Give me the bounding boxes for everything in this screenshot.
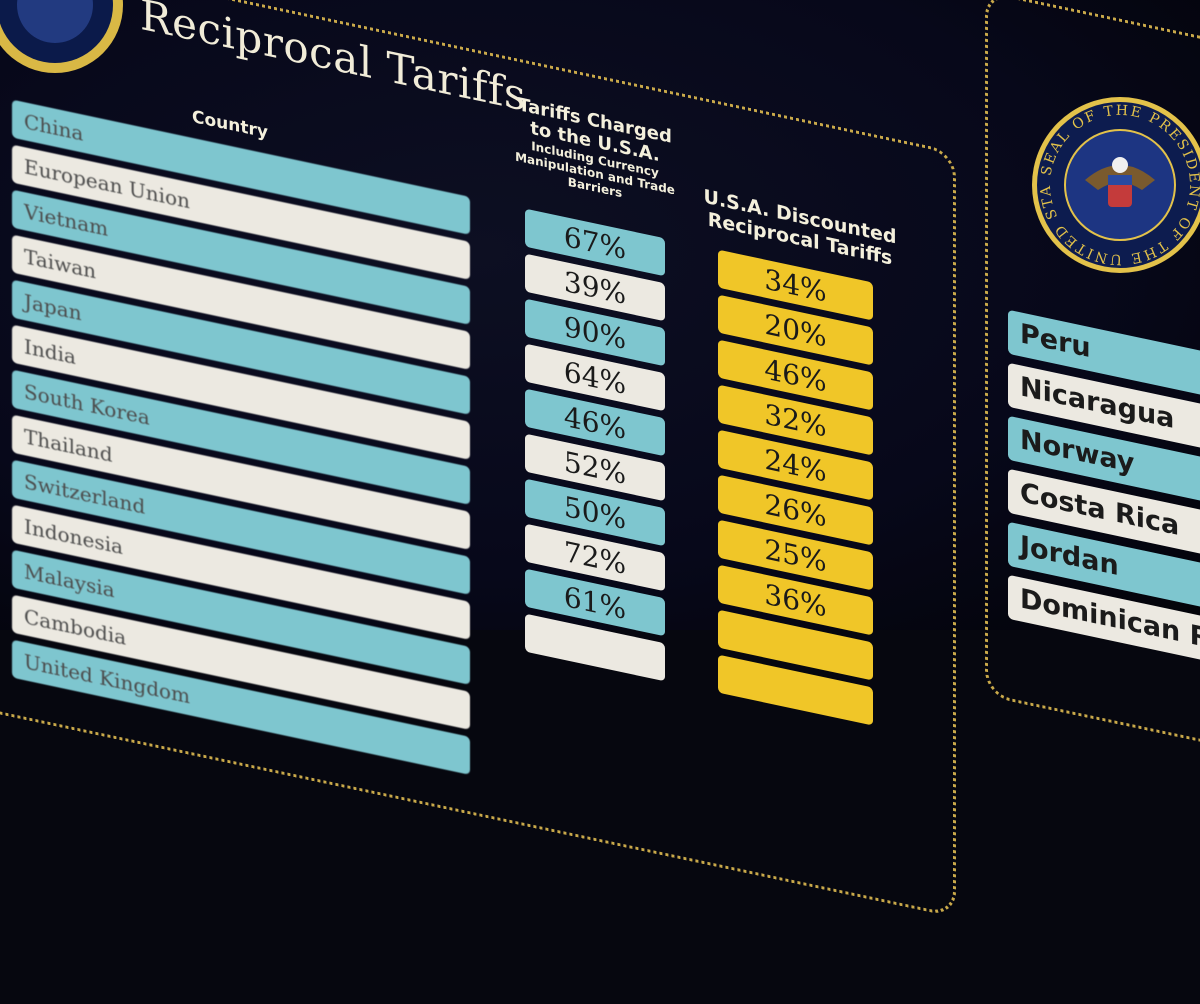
presidential-seal-icon: [0, 0, 123, 73]
presidential-seal-icon: SEAL OF THE PRESIDENT OF THE UNITED STAT…: [1030, 95, 1200, 273]
